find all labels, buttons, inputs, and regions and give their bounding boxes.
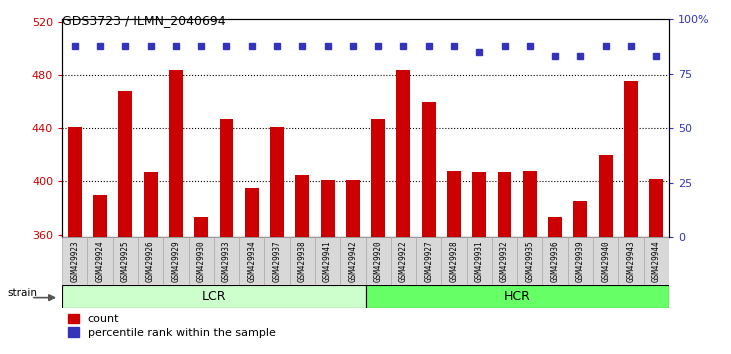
Bar [416,237,442,285]
Bar [239,237,265,285]
Bar [422,102,436,237]
Text: GSM429941: GSM429941 [323,240,332,282]
Bar [593,237,618,285]
Bar [93,195,107,237]
Text: GSM429931: GSM429931 [474,240,484,282]
Bar [568,237,593,285]
Text: GSM429922: GSM429922 [399,240,408,282]
Bar [523,171,537,237]
Bar [618,237,643,285]
Bar [245,188,259,237]
Bar [391,237,416,285]
Bar [321,180,335,237]
Text: HCR: HCR [504,290,531,303]
Text: GDS3723 / ILMN_2040694: GDS3723 / ILMN_2040694 [62,14,226,27]
Bar [366,285,669,308]
Text: GSM429939: GSM429939 [576,240,585,282]
Bar [472,172,486,237]
Bar [219,119,233,237]
Text: LCR: LCR [202,290,226,303]
Bar [548,217,562,237]
Text: GSM429940: GSM429940 [601,240,610,282]
Text: GSM429932: GSM429932 [500,240,509,282]
Bar [68,127,82,237]
Bar [366,237,391,285]
Bar [88,237,113,285]
Text: GSM429925: GSM429925 [121,240,130,282]
Text: GSM429935: GSM429935 [526,240,534,282]
Bar [371,119,385,237]
Bar [113,237,138,285]
Bar [498,172,512,237]
Bar [169,70,183,237]
Bar [62,237,88,285]
Text: GSM429926: GSM429926 [146,240,155,282]
Bar [289,237,315,285]
Bar [643,237,669,285]
Bar [62,285,366,308]
Bar [265,237,289,285]
Text: GSM429938: GSM429938 [298,240,307,282]
Bar [396,70,410,237]
Legend: count, percentile rank within the sample: count, percentile rank within the sample [68,314,276,338]
Bar [599,155,613,237]
Text: GSM429943: GSM429943 [626,240,635,282]
Bar [340,237,366,285]
Text: GSM429924: GSM429924 [96,240,105,282]
Text: GSM429933: GSM429933 [222,240,231,282]
Bar [213,237,239,285]
Bar [649,179,663,237]
Bar [624,80,638,237]
Bar [492,237,518,285]
Bar [194,217,208,237]
Text: GSM429937: GSM429937 [273,240,281,282]
Text: GSM429934: GSM429934 [247,240,257,282]
Text: GSM429927: GSM429927 [424,240,433,282]
Bar [447,171,461,237]
Bar [518,237,542,285]
Text: GSM429928: GSM429928 [450,240,458,282]
Text: strain: strain [7,288,37,298]
Bar [163,237,189,285]
Text: GSM429923: GSM429923 [70,240,79,282]
Bar [315,237,340,285]
Bar [270,127,284,237]
Bar [442,237,466,285]
Bar [118,91,132,237]
Bar [295,175,309,237]
Text: GSM429944: GSM429944 [652,240,661,282]
Bar [466,237,492,285]
Text: GSM429942: GSM429942 [349,240,357,282]
Bar [542,237,568,285]
Text: GSM429920: GSM429920 [374,240,382,282]
Bar [346,180,360,237]
Bar [573,201,587,237]
Text: GSM429936: GSM429936 [550,240,560,282]
Text: GSM429930: GSM429930 [197,240,205,282]
Bar [189,237,213,285]
Bar [144,172,158,237]
Bar [138,237,163,285]
Text: GSM429929: GSM429929 [171,240,181,282]
